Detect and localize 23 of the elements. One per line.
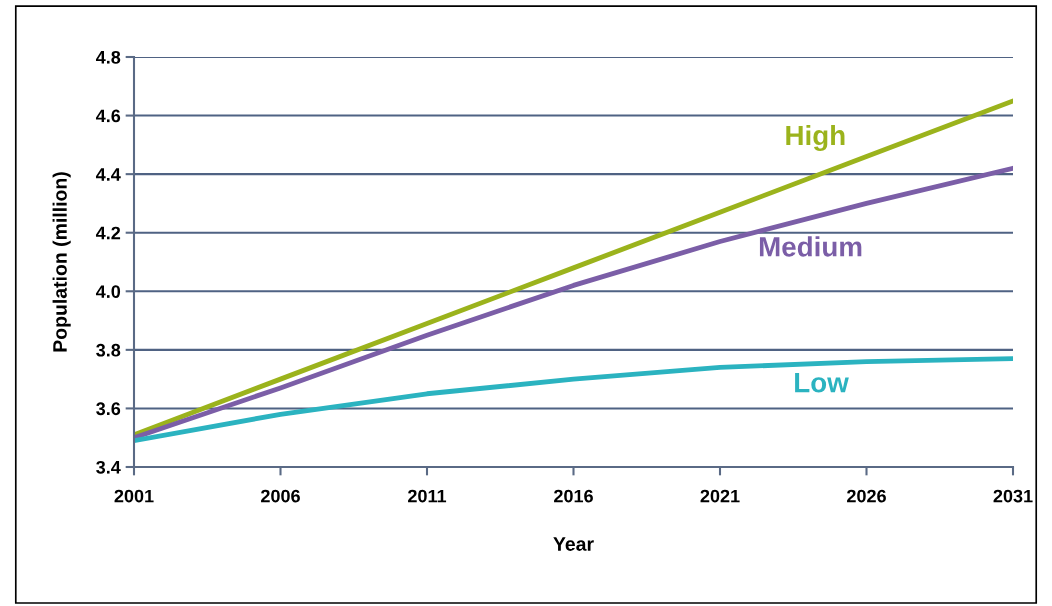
line-series [134,356,1013,444]
series-label: High [786,124,845,151]
line-series [134,98,1013,438]
x-tick-label: 2001 [114,489,154,503]
series-label: Medium [759,236,862,257]
y-tick-label: 3.8 [96,343,121,357]
line-series [134,165,1013,441]
y-tick-label: 4.8 [95,50,121,64]
y-tick-label: 4.6 [95,109,121,123]
y-tick-label: 3.6 [96,402,121,416]
y-tick-label: 4.0 [95,285,121,299]
y-tick-label: 3.4 [96,460,121,474]
x-tick-label: 2021 [700,489,740,503]
x-tick-label: 2026 [847,489,886,503]
y-tick-label: 4.2 [95,226,121,240]
y-axis-title: Population (million) [52,172,71,352]
x-tick-label: 2031 [993,489,1033,503]
x-tick-label: 2011 [408,489,447,503]
x-tick-label: 2016 [554,489,593,503]
x-tick-label: 2006 [261,489,300,503]
y-tick-label: 4.4 [95,168,121,181]
series-label: Low [795,373,849,393]
x-axis-title: Year [553,537,594,551]
